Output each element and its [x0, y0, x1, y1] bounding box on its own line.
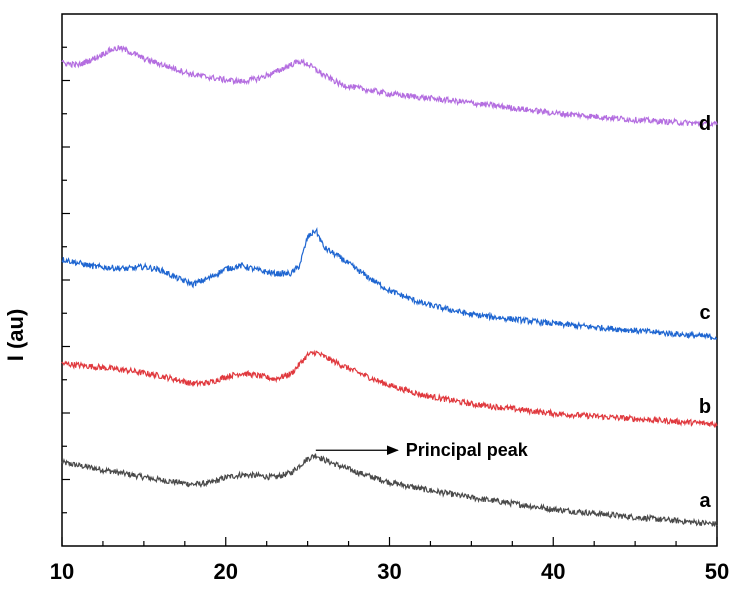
x-tick-label: 50 [705, 559, 729, 584]
x-tick-label: 30 [377, 559, 401, 584]
series-line-c [61, 226, 718, 340]
y-axis-ticks [62, 46, 70, 514]
y-axis-title: I (au) [3, 309, 28, 362]
series-label-a: a [699, 490, 711, 512]
x-tick-label: 40 [541, 559, 565, 584]
series-label-b: b [699, 396, 711, 418]
x-axis-ticks: 10 20 30 40 50 [50, 537, 729, 584]
series-layer [61, 45, 718, 528]
annotation-layer: Principal peak [315, 440, 529, 460]
x-tick-label: 20 [214, 559, 238, 584]
series-label-d: d [699, 113, 711, 135]
x-tick-label: 10 [50, 559, 74, 584]
series-label-c: c [699, 302, 710, 324]
series-line-a [61, 453, 718, 528]
series-line-b [61, 349, 718, 429]
series-labels: a b c d [699, 113, 712, 512]
series-line-d [61, 45, 718, 129]
annotation-label: Principal peak [406, 440, 529, 460]
